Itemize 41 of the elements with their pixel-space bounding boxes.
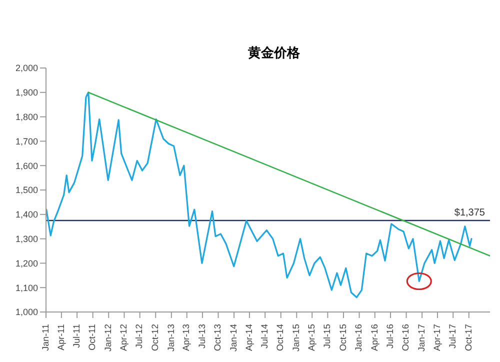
x-tick-label: Apr-11: [56, 324, 66, 350]
x-tick-label: Oct-17: [463, 324, 474, 352]
y-tick-label: 2,000: [15, 63, 38, 74]
x-tick-label: Oct-13: [212, 324, 223, 352]
x-tick-label: Jan-16: [354, 324, 364, 352]
x-tick-label: Oct-14: [275, 324, 286, 352]
x-tick-label: Apr-14: [244, 324, 254, 352]
x-tick-label: Jan-17: [416, 324, 426, 352]
x-tick-label: Jul-17: [447, 324, 458, 349]
y-tick-label: 1,700: [15, 136, 38, 146]
y-tick-label: 1,900: [15, 88, 38, 98]
x-tick-label: Jul-15: [322, 324, 332, 349]
x-tick-label: Jan-11: [40, 324, 50, 351]
x-tick-label: Jul-14: [259, 324, 270, 349]
x-tick-label: Oct-15: [338, 324, 348, 352]
y-tick-label: 1,300: [15, 234, 38, 244]
x-tick-label: Jul-13: [196, 324, 207, 349]
y-tick-label: 1,200: [15, 258, 38, 268]
x-tick-label: Jan-14: [228, 324, 238, 352]
x-tick-label: Jul-16: [384, 324, 395, 349]
x-tick-label: Jan-12: [102, 324, 113, 352]
x-tick-label: Apr-17: [432, 324, 442, 352]
y-tick-label: 1,500: [15, 185, 38, 196]
x-tick-label: Jan-15: [291, 324, 302, 352]
ref-line-label: $1,375: [454, 208, 486, 218]
x-tick-label: Jul-11: [71, 324, 82, 348]
x-tick-label: Apr-16: [369, 324, 380, 352]
y-tick-label: 1,800: [15, 112, 38, 122]
y-tick-label: 1,000: [15, 307, 38, 318]
y-tick-label: 1,100: [15, 282, 38, 293]
y-tick-label: 1,600: [15, 160, 38, 171]
y-tick-label: 1,400: [15, 210, 38, 220]
x-tick-label: Jul-12: [134, 324, 144, 349]
x-tick-label: Apr-13: [181, 324, 192, 352]
x-tick-label: Oct-16: [400, 324, 411, 352]
x-tick-label: Oct-11: [87, 324, 98, 350]
x-tick-label: Apr-12: [118, 324, 129, 352]
x-tick-label: Oct-12: [150, 324, 160, 352]
chart-title: 黄金价格: [247, 44, 301, 62]
x-tick-label: Jan-13: [166, 324, 176, 352]
x-tick-label: Apr-15: [306, 324, 316, 352]
